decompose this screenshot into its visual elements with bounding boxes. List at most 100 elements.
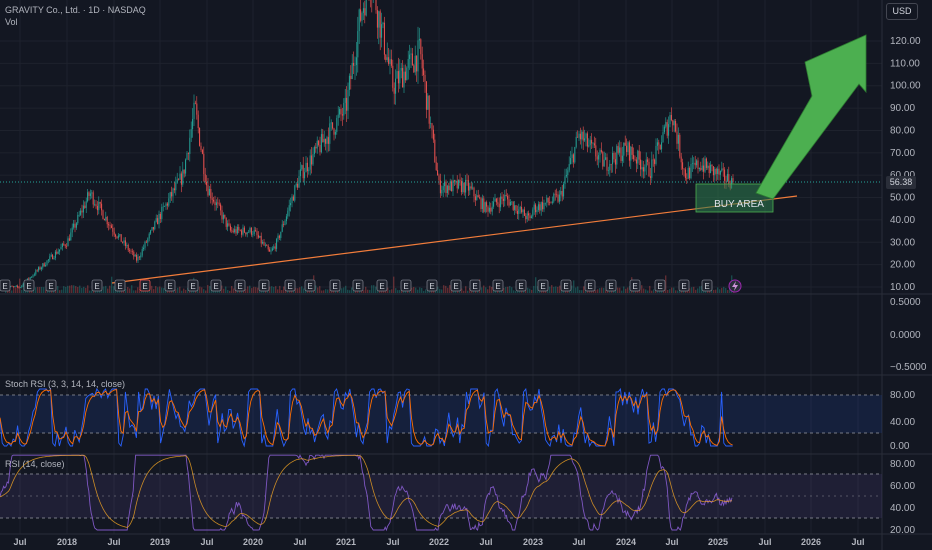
lightning-icon[interactable]	[728, 279, 742, 293]
candle-body	[379, 11, 381, 38]
volume-bar	[201, 287, 203, 293]
candle-body	[305, 162, 307, 173]
candle-body	[383, 22, 385, 55]
candle-body	[319, 144, 321, 153]
candle-body	[700, 168, 702, 170]
support-trendline[interactable]	[111, 195, 798, 284]
candle-body	[59, 249, 61, 252]
candle-body	[115, 234, 117, 237]
candle-body	[21, 285, 23, 288]
candle-body	[134, 254, 136, 257]
candle-body	[271, 248, 273, 251]
candle-body	[154, 221, 156, 230]
candle-body	[591, 139, 593, 144]
candle-body	[32, 275, 34, 277]
y-tick-label: 60.00	[890, 170, 915, 181]
volume-bar	[53, 290, 55, 293]
candle-body	[197, 114, 199, 128]
candle-body	[145, 241, 147, 243]
up-arrow[interactable]	[755, 34, 867, 200]
rsi-series-line	[0, 454, 733, 532]
candle-body	[17, 285, 19, 287]
candle-body	[612, 153, 614, 165]
volume-bar	[571, 285, 573, 293]
candle-body	[444, 181, 446, 187]
candle-body	[222, 214, 224, 220]
y-tick-label: 10.00	[890, 282, 915, 293]
stoch-rsi-lines	[0, 387, 733, 448]
volume-bar	[367, 289, 369, 293]
candle-body	[346, 97, 348, 111]
candle-body	[85, 201, 87, 208]
candle-body	[327, 137, 329, 144]
currency-button[interactable]: USD	[886, 3, 918, 20]
volume-bar	[257, 287, 259, 293]
candle-body	[168, 198, 170, 206]
earnings-marker-label: E	[94, 282, 99, 291]
volume-bar	[557, 286, 559, 293]
candle-body	[207, 185, 209, 196]
candle-body	[417, 40, 419, 72]
earnings-marker	[450, 279, 462, 292]
candle-body	[585, 133, 587, 139]
candle-body	[47, 259, 49, 261]
candle-body	[235, 229, 237, 234]
earnings-marker	[629, 279, 641, 292]
volume-bar	[297, 288, 299, 293]
volume-bar	[111, 276, 113, 293]
candle-body	[451, 181, 453, 192]
candle-body	[221, 210, 223, 220]
y-tick-label: 110.00	[890, 58, 920, 69]
volume-bar	[721, 287, 723, 293]
candle-body	[589, 139, 591, 146]
volume-bar	[389, 290, 391, 293]
candle-body	[551, 201, 553, 203]
candle-body	[110, 225, 112, 228]
volume-bar	[365, 286, 367, 293]
y-tick-label: 20.00	[890, 260, 915, 271]
candle-body	[523, 209, 525, 216]
candle-body	[416, 55, 418, 72]
earnings-marker-label: E	[287, 282, 292, 291]
candle-body	[582, 131, 584, 141]
volume-bar	[523, 290, 525, 293]
volume-bar	[507, 286, 509, 293]
volume-bar	[131, 285, 133, 293]
candle-body	[194, 102, 196, 104]
volume-bar	[11, 290, 13, 293]
candle-body	[66, 246, 68, 247]
candle-body	[330, 122, 332, 124]
candle-body	[680, 156, 682, 163]
candle-body	[206, 181, 208, 186]
candle-body	[290, 203, 292, 206]
candle-body	[564, 176, 566, 185]
candle-body	[472, 187, 474, 189]
volume-bar	[37, 287, 39, 293]
volume-bar	[73, 285, 75, 293]
volume-bar	[647, 290, 649, 293]
candle-body	[344, 97, 346, 103]
candle-body	[728, 174, 730, 185]
candle-body	[101, 203, 103, 211]
volume-bar	[277, 289, 279, 293]
x-tick-label: Jul	[572, 537, 585, 547]
volume-bar	[579, 290, 581, 293]
candle-body	[98, 201, 100, 211]
candle-body	[39, 267, 41, 270]
earnings-marker-label: E	[355, 282, 360, 291]
earnings-marker-label: E	[142, 282, 147, 291]
volume-bar	[187, 287, 189, 293]
candle-body	[645, 159, 647, 168]
volume-bar	[353, 290, 355, 293]
candle-body	[621, 155, 623, 161]
candle-body	[322, 134, 324, 143]
volume-bar	[255, 287, 257, 293]
candle-body	[313, 146, 315, 155]
candle-body	[508, 199, 510, 206]
candle-body	[193, 102, 195, 119]
volume-bar	[69, 285, 71, 293]
candle-body	[138, 256, 140, 258]
volume-bar	[299, 287, 301, 293]
